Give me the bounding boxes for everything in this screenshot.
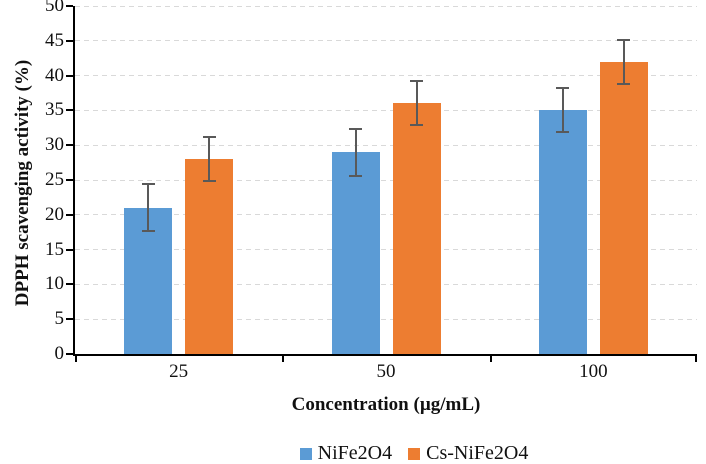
error-bar-cap bbox=[349, 174, 362, 177]
gridline bbox=[75, 75, 697, 77]
x-axis-tick-mark bbox=[489, 356, 492, 362]
x-axis-tick-mark bbox=[695, 356, 697, 362]
y-tick-label: 50 bbox=[45, 0, 64, 17]
y-tick-label: 40 bbox=[45, 64, 64, 86]
y-tick-label: 30 bbox=[45, 134, 64, 156]
y-axis-tick-mark bbox=[66, 353, 73, 355]
error-bar-cap bbox=[556, 131, 570, 134]
gridline bbox=[75, 249, 697, 251]
error-bar-line bbox=[622, 38, 625, 85]
error-bar-cap bbox=[349, 127, 362, 130]
error-bar bbox=[617, 38, 631, 85]
y-axis-tick-mark bbox=[66, 283, 73, 286]
bar-nife2o4-25 bbox=[124, 207, 173, 354]
gridline bbox=[75, 283, 697, 285]
gridline bbox=[75, 144, 697, 146]
error-bar-cap bbox=[141, 230, 155, 233]
y-axis-tick-labels: 0 5 10 15 20 25 30 35 40 45 50 bbox=[0, 0, 65, 363]
error-bar-cap bbox=[410, 80, 423, 83]
y-axis-tick-mark bbox=[66, 74, 73, 77]
y-tick-label: 15 bbox=[45, 238, 64, 260]
error-bar-line bbox=[561, 87, 564, 134]
y-tick-label: 5 bbox=[54, 308, 65, 330]
y-axis-tick-mark bbox=[66, 213, 73, 216]
x-tick-label: 50 bbox=[376, 361, 396, 382]
y-tick-label: 45 bbox=[45, 29, 64, 51]
y-axis-tick-mark bbox=[66, 318, 73, 321]
y-axis-tick-mark bbox=[66, 248, 73, 251]
error-bar-line bbox=[354, 127, 357, 177]
error-bar-cap bbox=[617, 82, 631, 85]
error-bar bbox=[410, 80, 423, 127]
legend-swatch-nife2o4-icon bbox=[299, 447, 312, 460]
y-axis-tick-mark bbox=[66, 5, 73, 7]
gridline bbox=[75, 5, 697, 7]
legend-label-nife2o4: NiFe2O4 bbox=[317, 442, 393, 464]
legend-item-nife2o4: NiFe2O4 bbox=[299, 442, 393, 464]
legend-swatch-cs-nife2o4-icon bbox=[408, 447, 421, 460]
y-tick-label: 20 bbox=[45, 203, 64, 225]
gridline bbox=[75, 40, 697, 42]
gridline bbox=[75, 214, 697, 216]
legend-label-cs-nife2o4: Cs-NiFe2O4 bbox=[426, 442, 529, 464]
error-bar bbox=[349, 127, 362, 177]
x-tick-label: 100 bbox=[579, 361, 608, 382]
error-bar-line bbox=[208, 136, 211, 183]
error-bar bbox=[556, 87, 570, 134]
error-bar-cap bbox=[141, 183, 155, 186]
y-tick-label: 0 bbox=[54, 343, 65, 365]
error-bar-cap bbox=[202, 180, 216, 183]
error-bar-line bbox=[147, 183, 150, 233]
bar-cs-nife2o4-25 bbox=[185, 159, 234, 354]
y-tick-label: 35 bbox=[45, 99, 64, 121]
bar-nife2o4-50 bbox=[331, 152, 380, 354]
y-axis-tick-mark bbox=[66, 109, 73, 112]
bar-cs-nife2o4-100 bbox=[599, 61, 648, 354]
x-axis-tick-labels: 25 50 100 bbox=[75, 362, 697, 384]
error-bar-cap bbox=[617, 38, 631, 41]
plot-area bbox=[66, 5, 697, 362]
error-bar-cap bbox=[556, 87, 570, 90]
error-bar-cap bbox=[202, 136, 216, 139]
gridline bbox=[75, 179, 697, 181]
y-axis-tick-mark bbox=[66, 144, 73, 147]
legend: NiFe2O4 Cs-NiFe2O4 bbox=[103, 442, 706, 464]
x-axis-tick-mark bbox=[282, 356, 285, 362]
bar-nife2o4-100 bbox=[538, 110, 587, 354]
error-bar-cap bbox=[410, 124, 423, 127]
gridline bbox=[75, 109, 697, 111]
x-tick-label: 25 bbox=[169, 361, 189, 382]
gridline bbox=[75, 318, 697, 320]
y-axis-tick-mark bbox=[66, 39, 73, 42]
x-axis-title: Concentration (µg/mL) bbox=[291, 394, 481, 415]
x-axis-tick-mark bbox=[75, 356, 77, 362]
y-tick-label: 25 bbox=[45, 169, 64, 191]
error-bar bbox=[202, 136, 216, 183]
bar-cs-nife2o4-50 bbox=[392, 103, 441, 354]
y-axis-tick-mark bbox=[66, 179, 73, 181]
error-bar bbox=[141, 183, 155, 233]
y-tick-label: 10 bbox=[45, 273, 64, 295]
error-bar-line bbox=[415, 80, 418, 127]
legend-item-cs-nife2o4: Cs-NiFe2O4 bbox=[408, 442, 528, 464]
